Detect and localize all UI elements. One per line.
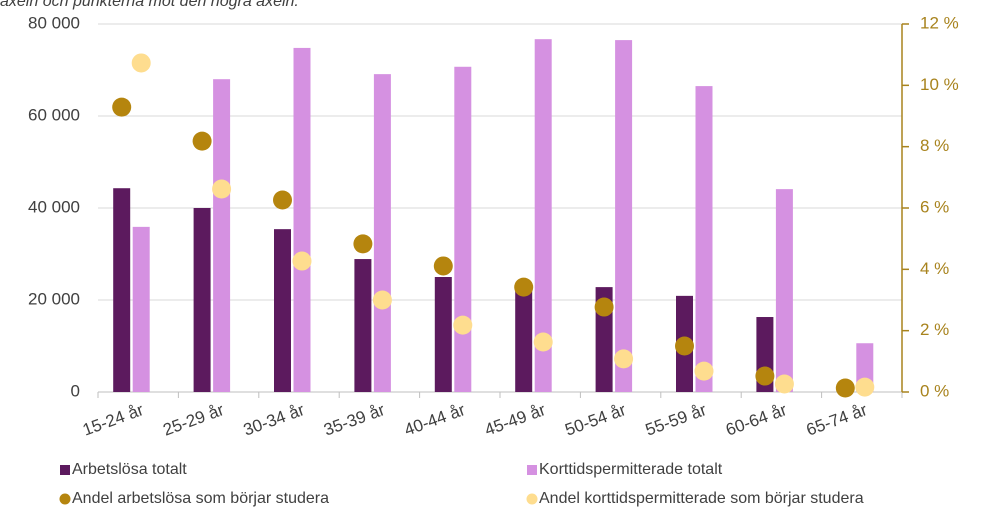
bar xyxy=(615,40,633,392)
dot xyxy=(372,290,392,310)
dot xyxy=(192,131,212,151)
bar xyxy=(274,229,291,392)
y2-tick-label: 12 % xyxy=(920,13,959,32)
dot xyxy=(453,315,473,335)
dot xyxy=(212,179,232,199)
dot xyxy=(292,251,312,271)
x-tick-label: 45-49 år xyxy=(482,400,548,440)
bar xyxy=(434,277,452,392)
y2-tick-label: 6 % xyxy=(920,197,949,216)
dot xyxy=(835,378,855,398)
dot xyxy=(131,53,151,73)
y2-tick-label: 4 % xyxy=(920,259,949,278)
bar xyxy=(454,66,472,392)
x-tick-label: 15-24 år xyxy=(80,400,146,440)
bar xyxy=(193,208,211,392)
bar xyxy=(695,86,713,392)
legend-label: Arbetslösa totalt xyxy=(72,461,187,478)
bar xyxy=(775,189,793,392)
x-tick-label: 50-54 år xyxy=(562,400,628,440)
x-tick-label: 65-74 år xyxy=(804,400,870,440)
x-tick-label: 30-34 år xyxy=(241,400,307,440)
x-tick-label: 60-64 år xyxy=(723,400,789,440)
y2-tick-label: 8 % xyxy=(920,136,949,155)
y-tick-label: 60 000 xyxy=(28,105,80,124)
bar xyxy=(132,226,150,392)
legend-swatch xyxy=(59,493,71,505)
y-tick-label: 20 000 xyxy=(28,289,80,308)
x-tick-label: 55-59 år xyxy=(643,400,709,440)
dot xyxy=(694,361,714,381)
legend-label: Andel korttidspermitterade som börjar st… xyxy=(539,490,864,507)
y2-tick-label: 0 % xyxy=(920,381,949,400)
bar xyxy=(293,47,311,393)
chart-subtitle: axeln och punkterna mot den högra axeln. xyxy=(0,0,299,10)
dot xyxy=(112,97,132,117)
dot xyxy=(514,277,534,297)
dot xyxy=(755,366,775,386)
x-tick-label: 25-29 år xyxy=(160,400,226,440)
legend-swatch xyxy=(526,493,538,505)
x-tick-label: 35-39 år xyxy=(321,400,387,440)
legend-label: Andel arbetslösa som börjar studera xyxy=(72,490,329,507)
y-tick-label: 40 000 xyxy=(28,197,80,216)
dot xyxy=(353,234,373,254)
dot xyxy=(273,190,292,210)
dot xyxy=(433,256,453,276)
y-tick-label: 80 000 xyxy=(28,13,80,32)
dot xyxy=(675,336,694,356)
bar xyxy=(113,188,131,392)
bar xyxy=(515,288,533,392)
y-tick-label: 0 xyxy=(71,381,80,400)
legend-swatch xyxy=(527,465,537,475)
bar xyxy=(373,74,391,392)
dot xyxy=(533,332,553,352)
dot xyxy=(774,374,794,394)
legend-swatch xyxy=(60,465,70,475)
bar xyxy=(534,39,552,393)
y2-tick-label: 2 % xyxy=(920,320,949,339)
dot xyxy=(614,349,634,369)
dot xyxy=(594,297,614,317)
dot xyxy=(855,377,875,397)
bar xyxy=(354,259,372,392)
x-tick-label: 40-44 år xyxy=(402,400,468,440)
y2-tick-label: 10 % xyxy=(920,75,959,94)
bar xyxy=(213,79,231,392)
legend-label: Korttidspermitterade totalt xyxy=(539,461,723,478)
